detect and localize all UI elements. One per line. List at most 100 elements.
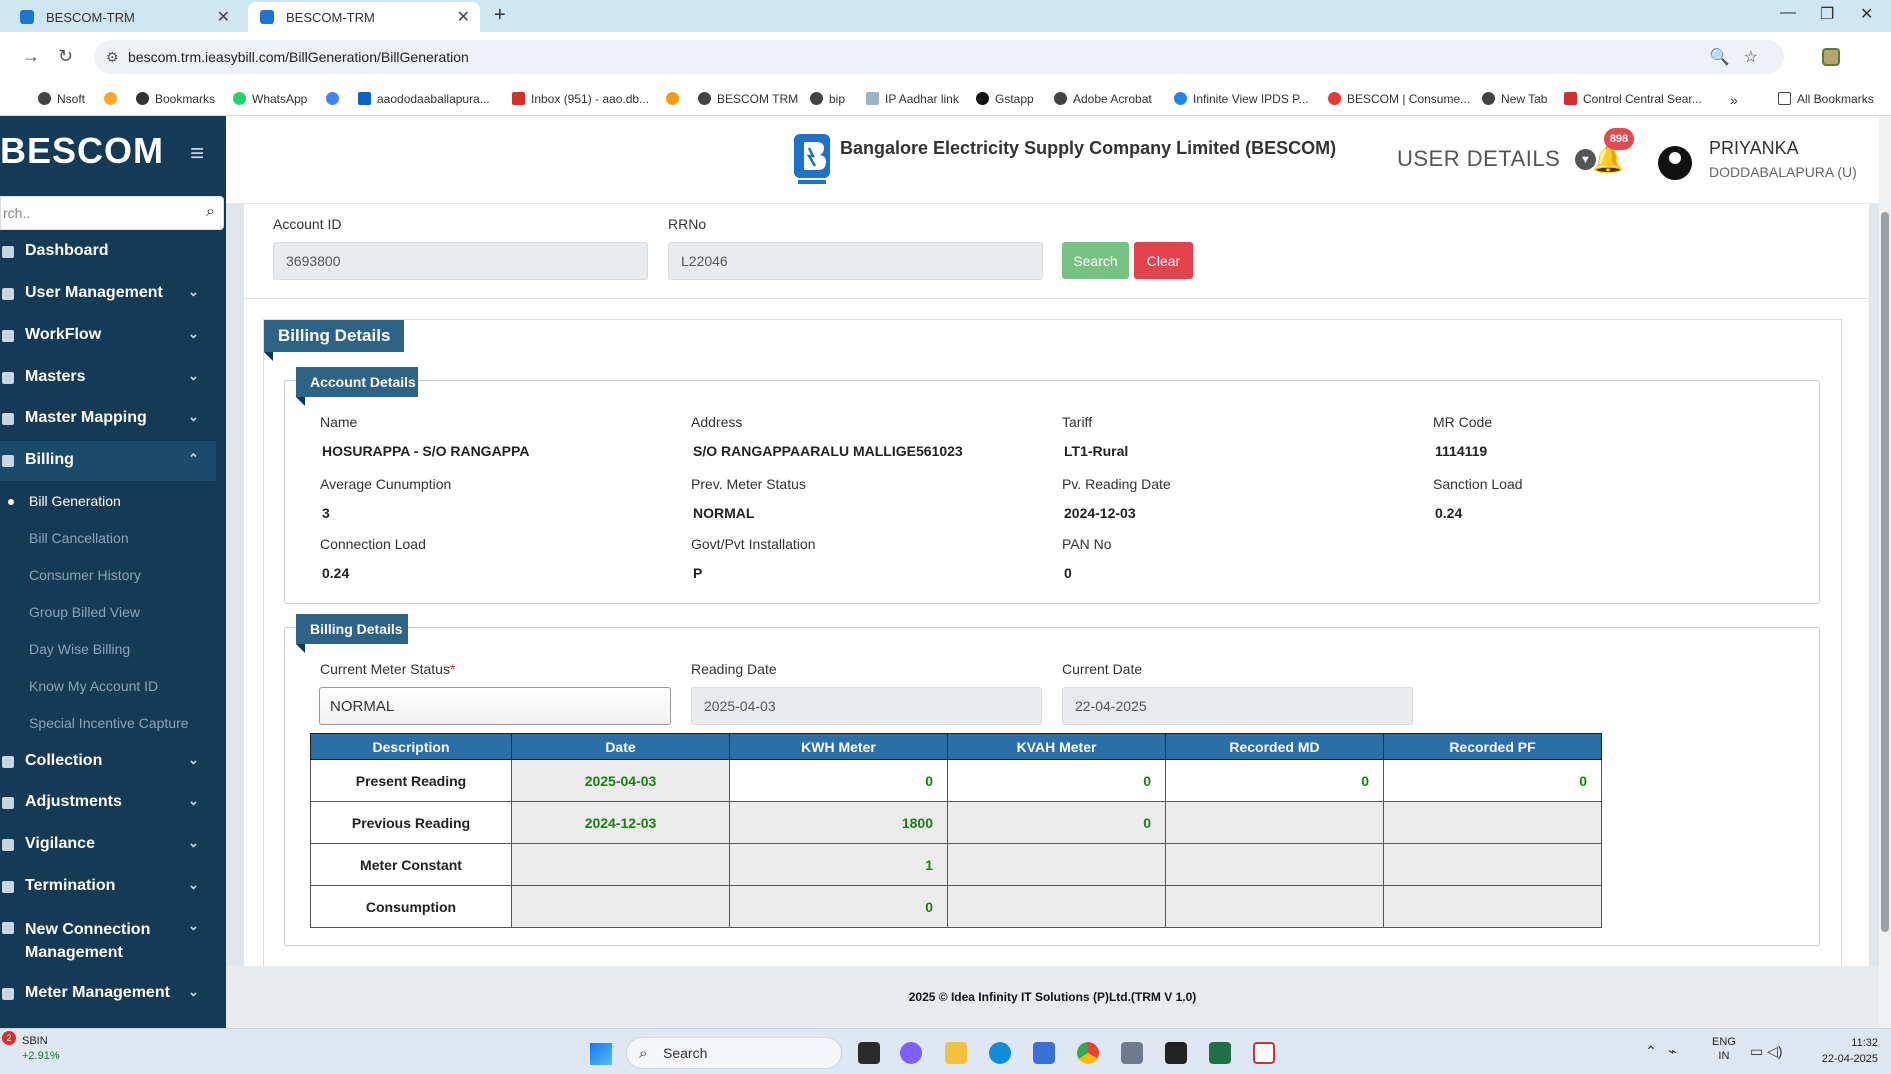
sidebar-item-vigilance[interactable]: Vigilance ⌄ — [0, 835, 216, 865]
bookmark[interactable]: BESCOM | Consume... — [1328, 92, 1470, 106]
taskbar-search-input[interactable]: ⌕ Search — [626, 1037, 842, 1069]
sidebar-item-adjustments[interactable]: Adjustments ⌄ — [0, 793, 216, 823]
sidebar-item-user-management[interactable]: User Management ⌄ — [0, 284, 216, 314]
connection-load-label: Connection Load — [320, 536, 426, 552]
bookmark[interactable]: BESCOM TRM — [698, 92, 798, 106]
calculator-icon[interactable] — [1121, 1042, 1143, 1064]
hamburger-menu-icon[interactable]: ≡ — [190, 140, 205, 167]
close-tab-icon[interactable]: ✕ — [456, 9, 470, 26]
store-icon[interactable] — [1033, 1042, 1055, 1064]
sidebar-item-meter-management[interactable]: Meter Management ⌄ — [0, 984, 216, 1014]
sidebar-subitem-group-billed-view[interactable]: Group Billed View — [29, 604, 141, 620]
sticky-notes-icon[interactable] — [1165, 1042, 1187, 1064]
bookmark[interactable]: Nsoft — [38, 92, 85, 106]
snipping-tool-icon[interactable] — [1253, 1042, 1275, 1064]
tab-title: BESCOM-TRM — [46, 9, 135, 25]
md-input-cell[interactable]: 0 — [1165, 759, 1384, 802]
bookmark[interactable]: Bookmarks — [136, 92, 215, 106]
kwh-input-cell[interactable]: 0 — [729, 759, 948, 802]
browser-tab-active[interactable]: BESCOM-TRM ✕ — [248, 2, 480, 32]
system-clock[interactable]: 11:32 22-04-2025 — [1808, 1035, 1878, 1067]
close-tab-icon[interactable]: ✕ — [216, 9, 230, 26]
sidebar-subitem-consumer-history[interactable]: Consumer History — [29, 567, 142, 583]
bookmark[interactable]: IP Aadhar link — [866, 92, 959, 106]
bookmark[interactable] — [666, 92, 685, 106]
sidebar-subitem-know-my-account-id[interactable]: Know My Account ID — [29, 678, 159, 694]
rrno-input[interactable]: L22046 — [668, 242, 1043, 280]
search-button[interactable]: Search — [1062, 242, 1129, 279]
sidebar-item-label: Billing — [25, 451, 74, 468]
sidebar-subitem-special-incentive-capture[interactable]: Special Incentive Capture — [29, 715, 189, 731]
bookmark[interactable]: Adobe Acrobat — [1054, 92, 1152, 106]
bookmark[interactable]: New Tab — [1482, 92, 1547, 106]
sidebar-item-termination[interactable]: Termination ⌄ — [0, 877, 216, 907]
new-tab-icon[interactable]: + — [494, 4, 506, 26]
sidebar-item-workflow[interactable]: WorkFlow ⌄ — [0, 326, 216, 356]
browser-tab-bar: BESCOM-TRM ✕ BESCOM-TRM ✕ + — ❐ ✕ — [0, 0, 1891, 32]
sidebar-item-billing[interactable]: Billing ⌃ — [0, 441, 216, 481]
current-meter-status-select[interactable]: NORMAL — [319, 687, 671, 725]
brand-logo[interactable]: BESCOM — [0, 130, 165, 171]
system-tray[interactable]: ⌃ ⌁ — [1645, 1043, 1677, 1059]
bookmark[interactable]: Inbox (951) - aao.db... — [512, 92, 649, 106]
bookmark[interactable]: aaododaaballapura... — [358, 92, 490, 106]
kvah-input-cell[interactable]: 0 — [947, 759, 1166, 802]
sidebar-search-input[interactable]: rch.. ⌕ — [0, 196, 224, 230]
network-volume-icon[interactable]: ▭ ◁) — [1750, 1043, 1783, 1059]
sidebar-subitem-day-wise-billing[interactable]: Day Wise Billing — [29, 641, 131, 657]
pv-reading-date-value: 2024-12-03 — [1064, 505, 1136, 521]
bookmark[interactable]: Gstapp — [976, 92, 1034, 106]
table-cell: 2025-04-03 — [511, 759, 730, 802]
chevron-down-icon: ⌄ — [188, 835, 199, 850]
chrome-icon[interactable] — [1077, 1042, 1099, 1064]
sidebar-item-label: User Management — [25, 284, 163, 301]
chevron-down-icon[interactable]: ▼ — [1575, 149, 1596, 170]
sidebar-item-master-mapping[interactable]: Master Mapping ⌄ — [0, 409, 216, 439]
reload-icon[interactable]: ↻ — [58, 46, 74, 66]
bookmark[interactable] — [326, 92, 345, 106]
sidebar-item-masters[interactable]: Masters ⌄ — [0, 368, 216, 398]
extension-icon[interactable] — [1822, 48, 1840, 66]
bookmark[interactable]: bip — [810, 92, 845, 106]
edge-icon[interactable] — [989, 1042, 1011, 1064]
zoom-icon[interactable]: 🔍 — [1709, 49, 1744, 66]
task-view-icon[interactable] — [858, 1042, 880, 1064]
user-avatar-icon[interactable] — [1658, 146, 1692, 180]
sidebar-item-dashboard[interactable]: Dashboard — [0, 242, 216, 272]
table-cell — [1383, 801, 1602, 844]
browser-tab[interactable]: BESCOM-TRM ✕ — [8, 2, 240, 32]
reading-date-input[interactable]: 2025-04-03 — [691, 687, 1042, 725]
language-indicator[interactable]: ENG IN — [1712, 1035, 1736, 1063]
sidebar-item-collection[interactable]: Collection ⌄ — [0, 752, 216, 782]
bookmark[interactable]: WhatsApp — [233, 92, 307, 106]
scrollbar-thumb[interactable] — [1881, 212, 1889, 932]
close-window-icon[interactable]: ✕ — [1860, 6, 1874, 23]
folder-icon — [104, 92, 117, 105]
stock-widget[interactable]: SBIN +2.91% — [22, 1035, 60, 1062]
clear-button[interactable]: Clear — [1134, 242, 1193, 279]
account-id-input[interactable]: 3693800 — [273, 242, 648, 280]
url-field[interactable]: ⚙ bescom.trm.ieasybill.com/BillGeneratio… — [94, 40, 1784, 74]
pf-input-cell[interactable]: 0 — [1383, 759, 1602, 802]
excel-icon[interactable] — [1209, 1042, 1231, 1064]
more-bookmarks-icon[interactable]: » — [1730, 92, 1738, 108]
bookmark[interactable]: Infinite View IPDS P... — [1174, 92, 1309, 106]
restore-icon[interactable]: ❐ — [1820, 6, 1835, 23]
minimize-icon[interactable]: — — [1780, 4, 1796, 21]
sidebar-subitem-bill-generation[interactable]: Bill Generation — [8, 493, 121, 509]
search-icon[interactable]: ⌕ — [206, 203, 215, 220]
site-info-icon[interactable]: ⚙ — [106, 48, 119, 65]
bookmark[interactable]: All Bookmarks — [1778, 92, 1874, 106]
sidebar-item-new-connection-management[interactable]: New Connection Management ⌄ — [0, 918, 216, 968]
star-icon[interactable]: ☆ — [1743, 49, 1772, 66]
file-explorer-icon[interactable] — [945, 1042, 967, 1064]
sidebar-subitem-bill-cancellation[interactable]: Bill Cancellation — [29, 530, 129, 546]
user-details-menu[interactable]: USER DETAILS — [1397, 146, 1561, 171]
forward-icon[interactable]: → — [22, 46, 40, 66]
account-details-ribbon: Account Details — [296, 367, 418, 406]
page-scrollbar[interactable] — [1879, 116, 1891, 1028]
bookmark[interactable] — [104, 92, 123, 106]
bookmark[interactable]: Control Central Sear... — [1564, 92, 1702, 106]
copilot-icon[interactable] — [900, 1042, 922, 1064]
windows-start-icon[interactable] — [590, 1043, 612, 1065]
